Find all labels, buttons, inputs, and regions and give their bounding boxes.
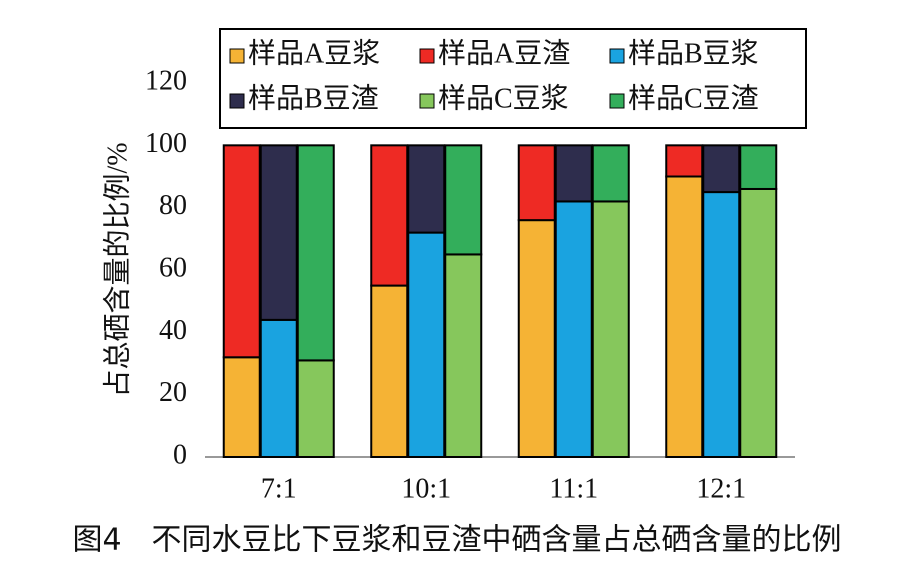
bar: [739, 144, 778, 190]
x-tick-label: 12:1: [696, 473, 746, 504]
legend-swatch: [229, 93, 245, 109]
bar: [222, 144, 261, 359]
y-tick-label: 120: [145, 65, 187, 96]
legend-label: 样品A豆浆: [248, 37, 380, 69]
bar: [554, 144, 593, 203]
legend-swatch: [419, 48, 435, 64]
x-tick-label: 11:1: [549, 473, 598, 504]
y-tick-label: 80: [159, 190, 187, 221]
legend-swatch: [609, 48, 625, 64]
bar: [444, 253, 483, 458]
bar: [259, 318, 298, 458]
legend-label: 样品C豆渣: [628, 82, 759, 114]
y-tick-label: 60: [159, 252, 187, 283]
x-tick-label: 7:1: [261, 473, 297, 504]
bar: [370, 284, 409, 459]
y-tick-label: 40: [159, 315, 187, 346]
x-tick-label: 10:1: [401, 473, 451, 504]
bar: [444, 144, 483, 256]
bar: [259, 144, 298, 321]
bar: [554, 200, 593, 458]
bar: [665, 144, 704, 178]
legend-swatch: [419, 93, 435, 109]
bar: [517, 219, 556, 458]
y-tick-label: 100: [145, 128, 187, 159]
bar: [702, 144, 741, 194]
bar: [665, 175, 704, 458]
bar: [222, 356, 261, 458]
bar: [407, 144, 446, 234]
legend-label: 样品C豆浆: [438, 82, 569, 114]
legend-label: 样品B豆浆: [628, 37, 759, 69]
bar: [591, 200, 630, 458]
y-tick-label: 20: [159, 377, 187, 408]
bar: [702, 191, 741, 458]
legend-label: 样品B豆渣: [248, 82, 379, 114]
legend-label: 样品A豆渣: [438, 37, 570, 69]
bar: [591, 144, 630, 203]
caption: 图4 不同水豆比下豆浆和豆渣中硒含量占总硒含量的比例: [72, 523, 841, 558]
legend-box: [219, 28, 807, 129]
bar: [370, 144, 409, 287]
y-axis-title: 占总硒含量的比例/%: [101, 142, 133, 397]
bar: [296, 144, 335, 362]
bar: [296, 359, 335, 458]
bar: [517, 144, 556, 222]
y-tick-label: 0: [173, 439, 187, 470]
legend-swatch: [609, 93, 625, 109]
legend-swatch: [229, 48, 245, 64]
bar: [407, 231, 446, 458]
bar: [739, 187, 778, 458]
